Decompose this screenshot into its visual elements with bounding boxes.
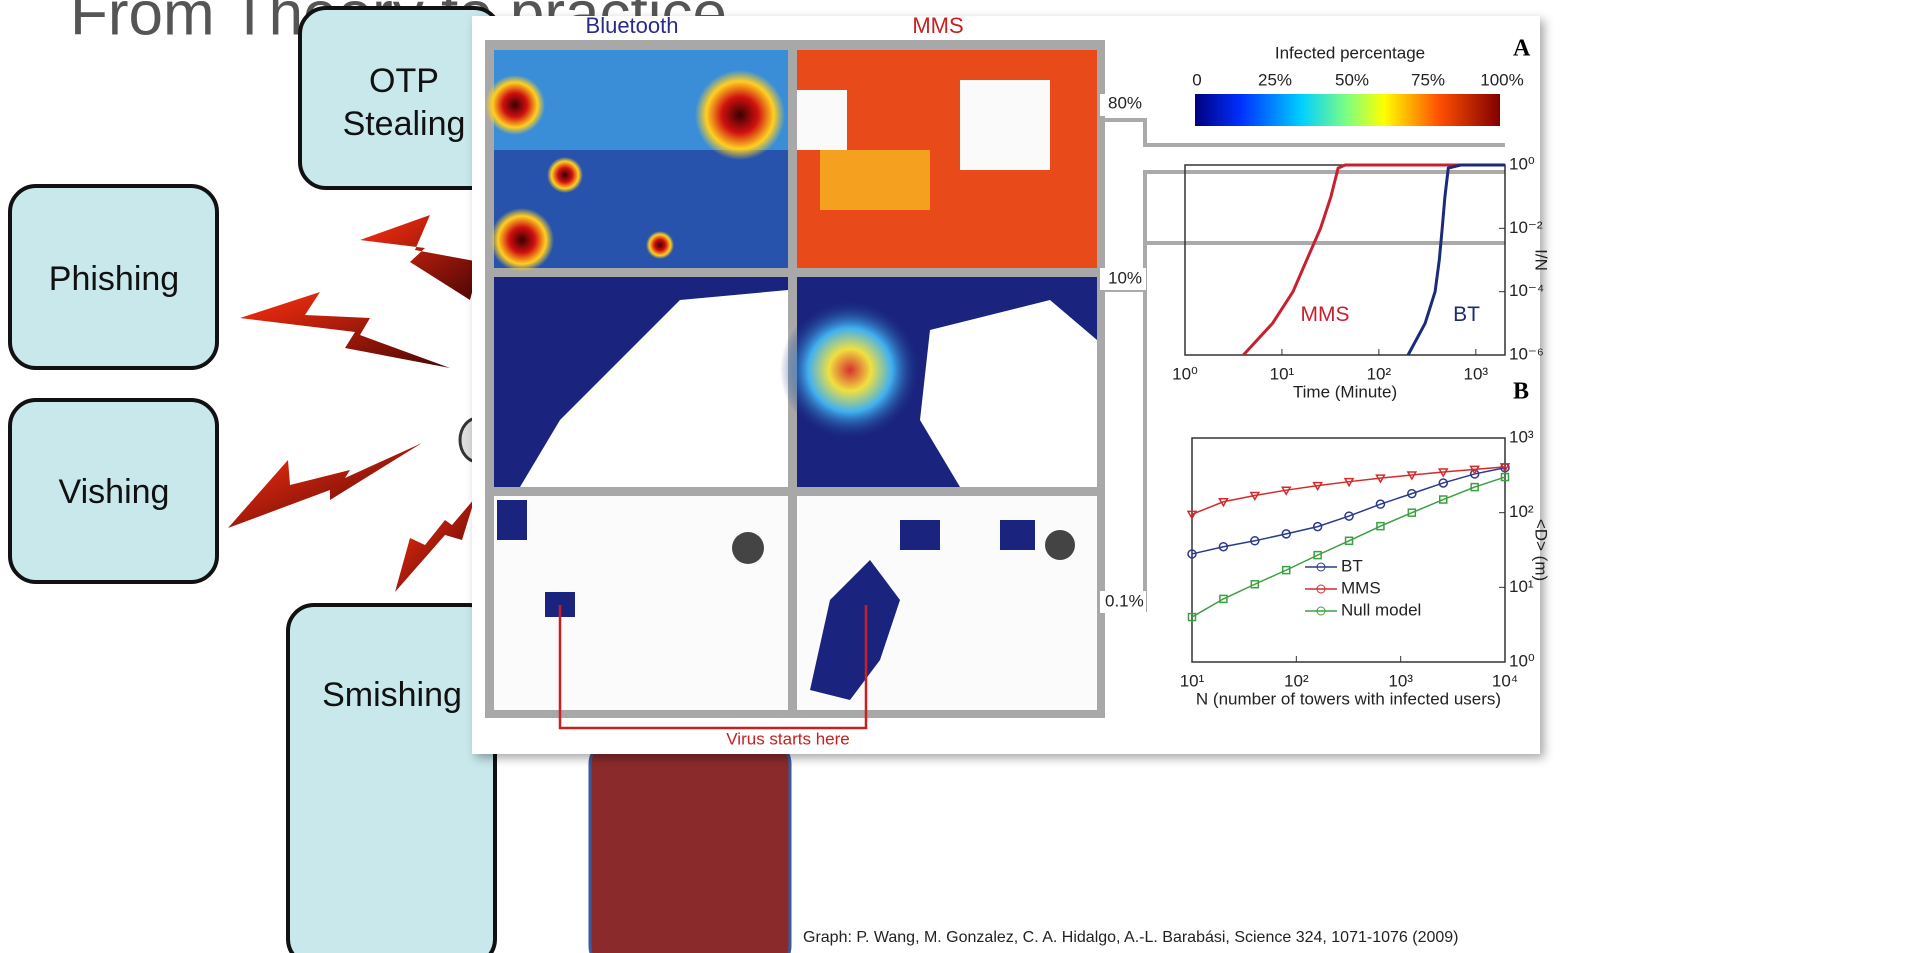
map-shade [900,520,940,550]
column-title: MMS [912,13,963,38]
map-shade [820,150,930,210]
hidden-box [590,740,790,953]
hotspot [695,70,785,160]
row-label: 80% [1108,93,1142,112]
box-label: Vishing [59,473,170,511]
colorbar-tick: 50% [1335,70,1369,89]
box [288,605,495,953]
x-tick-label: 10⁴ [1492,671,1518,690]
map-shade [1000,520,1035,550]
series-label: BT [1453,303,1480,326]
x-tick-label: 10¹ [1270,364,1295,383]
hotspot [547,157,583,193]
y-tick-label: 10⁰ [1509,651,1535,670]
y-tick-label: 10⁰ [1509,154,1535,173]
x-tick-label: 10³ [1464,364,1489,383]
legend-label: Null model [1341,600,1421,619]
legend-label: BT [1341,556,1363,575]
box-label: Phishing [49,260,179,298]
series-label: MMS [1301,303,1350,326]
y-axis-label: I/N [1532,249,1551,271]
hotspot [732,532,764,564]
hotspot [1045,530,1075,560]
hotspot [485,75,545,135]
column-title: Bluetooth [586,13,679,38]
hotspot [780,300,920,440]
lightning-bolts [228,215,480,592]
colorbar-tick: 0 [1192,70,1201,89]
row-label: 0.1% [1105,591,1144,610]
box-label: OTP [369,62,439,100]
colorbar-tick: 100% [1480,70,1523,89]
map-shade [960,80,1050,170]
x-tick-label: 10² [1284,671,1309,690]
colorbar [1195,94,1500,126]
y-axis-label: <D> (m) [1532,519,1551,581]
x-axis-label: Time (Minute) [1293,382,1397,401]
bolt [395,498,475,592]
panel-label: B [1513,379,1529,405]
annotation: Virus starts here [726,729,849,748]
x-tick-label: 10² [1367,364,1392,383]
x-tick-label: 10⁰ [1172,364,1198,383]
bolt [360,215,480,300]
y-tick-label: 10⁻⁴ [1509,281,1544,300]
x-tick-label: 10¹ [1180,671,1205,690]
bolt [228,443,422,528]
map-shade [797,90,847,150]
panel-label: A [1513,36,1531,62]
x-axis-label: N (number of towers with infected users) [1196,689,1501,708]
map-shade [920,300,1097,487]
row-label: 10% [1108,268,1142,287]
hotspot [646,231,674,259]
colorbar-tick: 75% [1411,70,1445,89]
colorbar-title: Infected percentage [1275,43,1425,62]
legend-label: MMS [1341,578,1381,597]
hotspot [490,208,554,272]
caption: Graph: P. Wang, M. Gonzalez, C. A. Hidal… [803,929,1458,946]
box-label: Stealing [343,105,466,143]
box-label: Smishing [322,676,462,714]
colorbar-tick: 25% [1258,70,1292,89]
slide: From Theory to practice OTP Stealing Phi… [0,0,1909,953]
map-shade [497,500,527,540]
y-tick-label: 10⁻⁶ [1509,344,1544,363]
map [494,496,788,710]
y-tick-label: 10⁻² [1509,218,1543,237]
y-tick-label: 10³ [1509,427,1534,446]
y-tick-label: 10² [1509,502,1534,521]
bolt [240,292,450,368]
x-tick-label: 10³ [1388,671,1413,690]
y-tick-label: 10¹ [1509,577,1534,596]
